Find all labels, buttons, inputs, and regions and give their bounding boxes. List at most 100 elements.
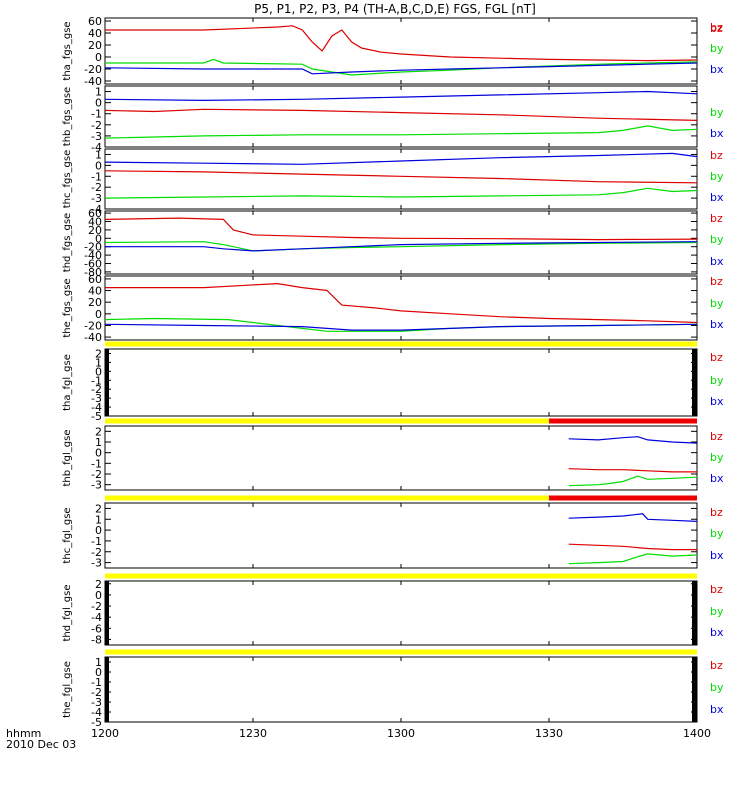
y-tick-label: -3 — [91, 392, 102, 405]
y-tick-label: 20 — [88, 296, 102, 309]
legend-label-bx: bx — [710, 63, 724, 76]
y-tick-label: 20 — [88, 39, 102, 52]
y-tick-label: -4 — [91, 401, 102, 414]
legend-label-bx: bx — [710, 626, 724, 639]
state-bar-red — [549, 495, 697, 501]
legend-label-bz: bz — [710, 659, 723, 672]
y-tick-label: 0 — [95, 51, 102, 64]
panel-thd_fgl_gse: 20-2-4-6-8 thd_fgl_gse bz by bx — [62, 573, 724, 646]
legend-label-bz: bz — [710, 430, 723, 443]
panel-frame — [104, 656, 698, 723]
y-tick-label: -80 — [84, 266, 102, 279]
y-tick-label: 0 — [95, 308, 102, 321]
y-tick-label: -2 — [91, 468, 102, 481]
y-tick-label: 40 — [88, 216, 102, 229]
series-line-bx — [105, 241, 698, 252]
series-line-bx — [104, 90, 698, 102]
y-tick-label: -20 — [84, 241, 102, 254]
y-axis-label: thb_fgl_gse — [62, 430, 73, 487]
y-tick-label: -4 — [91, 611, 102, 624]
y-tick-label: 0 — [95, 365, 102, 378]
legend-label-bx: bx — [710, 472, 724, 485]
y-tick-label: 2 — [95, 347, 102, 360]
y-axis-label: thb_fgs_gse — [62, 87, 73, 146]
legend-label-bz: bz — [710, 583, 723, 596]
panel-edge-left — [105, 581, 109, 645]
legend-label-bz: bz — [710, 22, 723, 35]
y-tick-label: -5 — [91, 716, 102, 729]
legend-label-bx: bx — [710, 127, 724, 140]
y-tick-label: 40 — [88, 285, 102, 298]
legend-label-bx: bx — [710, 255, 724, 268]
y-tick-label: -2 — [91, 383, 102, 396]
series-line-by — [568, 475, 698, 487]
y-tick-label: 1 — [95, 656, 102, 669]
series-line-by — [105, 58, 698, 76]
y-tick-label: -2 — [91, 119, 102, 132]
y-tick-label: -1 — [91, 535, 102, 548]
x-tick-label: 1300 — [387, 727, 415, 740]
y-tick-label: -20 — [84, 63, 102, 76]
legend-label-by: by — [710, 374, 724, 387]
series-line-bx — [104, 152, 698, 165]
time-label-hhmm: hhmm — [6, 727, 41, 740]
y-tick-label: -1 — [91, 108, 102, 121]
series-line-bx — [568, 436, 698, 444]
y-tick-label: -3 — [91, 696, 102, 709]
panel-frame — [104, 425, 698, 491]
series-line-by — [104, 187, 698, 199]
legend-label-by: by — [710, 170, 724, 183]
y-tick-label: -4 — [91, 203, 102, 216]
panel-thc_fgl_gse: 210-1-2-3 thc_fgl_gse bz by bx — [62, 495, 724, 570]
y-axis-label: tha_fgl_gse — [62, 354, 73, 411]
panel-edge-left — [105, 349, 109, 416]
legend-label-bz: bz — [710, 212, 723, 225]
y-tick-label: 60 — [88, 207, 102, 220]
y-tick-label: 1 — [95, 148, 102, 161]
legend-label-bx: bx — [710, 395, 724, 408]
state-bar-yellow — [105, 573, 697, 579]
y-tick-label: 1 — [95, 513, 102, 526]
legend-label-bx: bx — [710, 191, 724, 204]
y-tick-label: 1 — [95, 86, 102, 99]
y-tick-label: -40 — [84, 249, 102, 262]
legend-label-bz: bz — [710, 149, 723, 162]
x-tick-label: 1400 — [683, 727, 711, 740]
y-tick-label: -3 — [91, 557, 102, 570]
y-tick-label: -60 — [84, 258, 102, 271]
y-tick-label: 0 — [95, 666, 102, 679]
y-tick-label: 2 — [95, 578, 102, 591]
legend-label-by: by — [710, 451, 724, 464]
state-bar-red — [549, 418, 697, 424]
y-tick-label: -40 — [84, 331, 102, 344]
series-line-by — [568, 553, 698, 565]
y-tick-label: 0 — [95, 447, 102, 460]
y-tick-label: -4 — [91, 141, 102, 154]
y-tick-label: 0 — [95, 97, 102, 110]
legend-label-bx: bx — [710, 549, 724, 562]
panel-frame — [104, 148, 698, 210]
panel-frame — [104, 348, 698, 417]
y-axis-label: the_fgl_gse — [62, 661, 73, 718]
panel-edge-left — [105, 657, 109, 722]
y-tick-label: 40 — [88, 27, 102, 40]
y-tick-label: -1 — [91, 457, 102, 470]
series-line-bx — [568, 513, 698, 522]
state-bar-yellow — [105, 418, 549, 424]
legend-label-by: by — [710, 233, 724, 246]
y-tick-label: -1 — [91, 374, 102, 387]
legend-label-by: by — [710, 42, 724, 55]
series-line-bx — [104, 323, 698, 331]
y-tick-label: -3 — [91, 479, 102, 492]
series-line-bz — [104, 108, 698, 121]
series-line-bz — [105, 25, 698, 62]
legend-label-bz: bz — [710, 506, 723, 519]
series-line-bx — [104, 62, 698, 75]
series-line-bz — [568, 468, 697, 473]
panel-frame — [104, 502, 698, 569]
y-axis-label: thd_fgl_gse — [62, 585, 73, 642]
